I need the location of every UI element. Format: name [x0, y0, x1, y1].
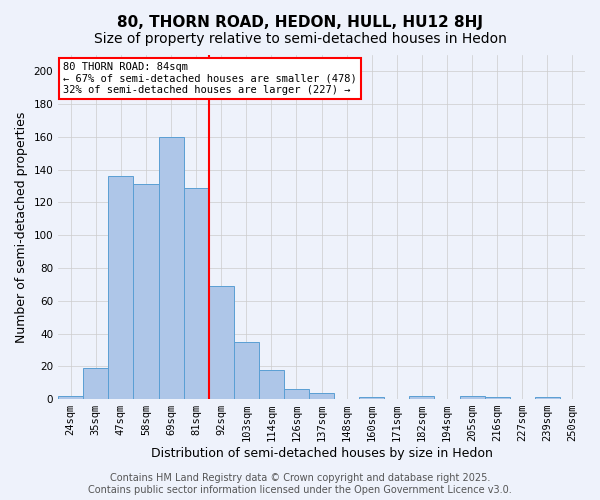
Bar: [309, 392, 334, 399]
Bar: [184, 188, 209, 399]
Bar: [460, 396, 485, 399]
Text: Contains HM Land Registry data © Crown copyright and database right 2025.
Contai: Contains HM Land Registry data © Crown c…: [88, 474, 512, 495]
Bar: [485, 398, 510, 399]
Text: 80, THORN ROAD, HEDON, HULL, HU12 8HJ: 80, THORN ROAD, HEDON, HULL, HU12 8HJ: [117, 15, 483, 30]
Bar: [535, 398, 560, 399]
Bar: [158, 137, 184, 399]
Bar: [109, 176, 133, 399]
Y-axis label: Number of semi-detached properties: Number of semi-detached properties: [15, 112, 28, 342]
Bar: [209, 286, 234, 399]
Bar: [58, 396, 83, 399]
Text: 80 THORN ROAD: 84sqm
← 67% of semi-detached houses are smaller (478)
32% of semi: 80 THORN ROAD: 84sqm ← 67% of semi-detac…: [64, 62, 357, 95]
Bar: [284, 390, 309, 399]
Bar: [83, 368, 109, 399]
Bar: [259, 370, 284, 399]
Bar: [234, 342, 259, 399]
Bar: [133, 184, 158, 399]
Text: Size of property relative to semi-detached houses in Hedon: Size of property relative to semi-detach…: [94, 32, 506, 46]
Bar: [409, 396, 434, 399]
X-axis label: Distribution of semi-detached houses by size in Hedon: Distribution of semi-detached houses by …: [151, 447, 493, 460]
Bar: [359, 398, 385, 399]
